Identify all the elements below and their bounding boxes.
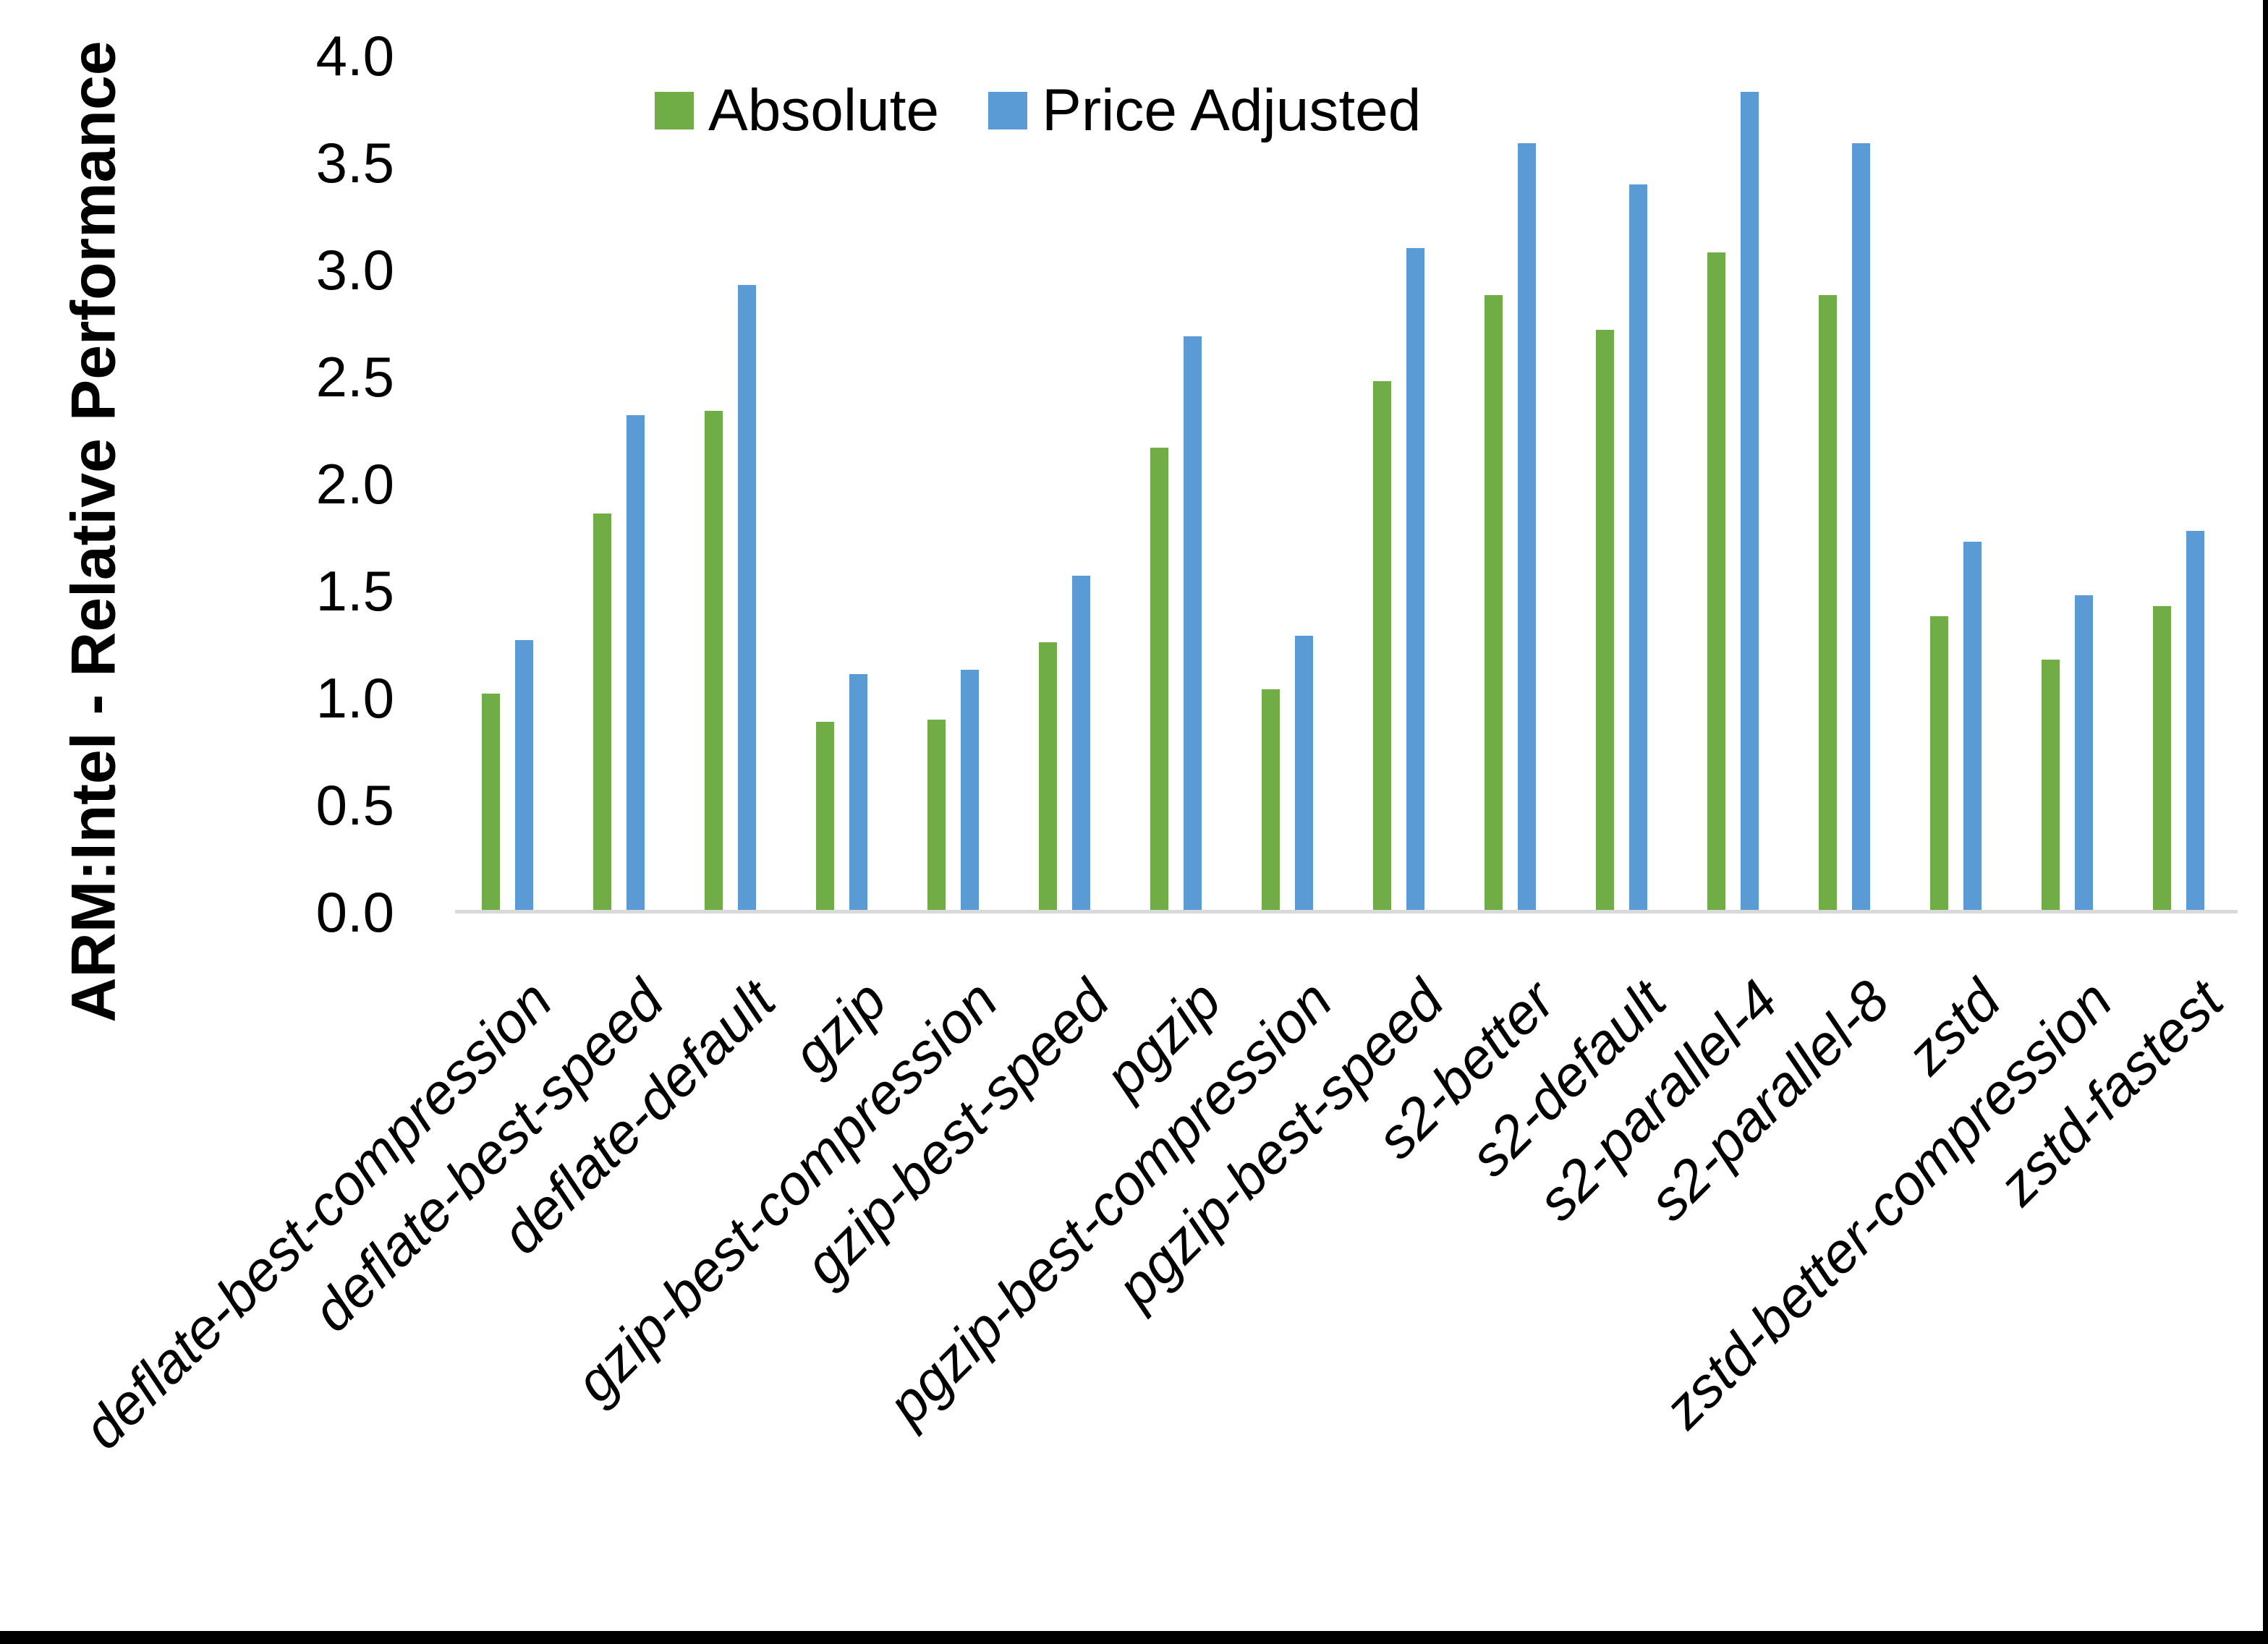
bar-price-adjusted-s2-default — [1629, 184, 1647, 910]
right-border — [2263, 0, 2268, 1644]
bar-absolute-pgzip-best-speed — [1373, 381, 1391, 910]
bar-absolute-gzip — [816, 722, 834, 910]
legend-item-price-adjusted: Price Adjusted — [988, 81, 1421, 140]
legend-swatch-icon — [655, 92, 694, 129]
y-tick-label: 0.5 — [315, 773, 394, 837]
y-tick-label: 0.0 — [315, 880, 394, 944]
bar-absolute-zstd-better-compression — [2042, 660, 2060, 910]
bar-absolute-deflate-best-speed — [593, 514, 611, 910]
bar-price-adjusted-gzip-best-speed — [1072, 576, 1090, 910]
bar-absolute-deflate-default — [705, 411, 723, 910]
bottom-border — [0, 1631, 2268, 1644]
bar-price-adjusted-deflate-best-speed — [627, 415, 645, 910]
bar-absolute-s2-parallel-4 — [1707, 252, 1725, 910]
bar-absolute-pgzip-best-compression — [1262, 689, 1280, 910]
bar-price-adjusted-deflate-default — [738, 285, 756, 910]
bar-price-adjusted-deflate-best-compression — [515, 640, 533, 910]
bar-price-adjusted-zstd-fastest — [2186, 531, 2204, 910]
legend-label: Price Adjusted — [1042, 77, 1422, 143]
y-tick-label: 1.0 — [315, 666, 394, 730]
x-category-label: deflate-best-compression — [71, 968, 564, 1461]
legend-label: Absolute — [708, 77, 940, 143]
bar-absolute-s2-parallel-8 — [1819, 295, 1837, 910]
bar-price-adjusted-s2-parallel-4 — [1741, 92, 1759, 910]
bar-price-adjusted-zstd — [1963, 542, 1982, 910]
bar-absolute-deflate-best-compression — [482, 694, 500, 910]
bar-price-adjusted-gzip-best-compression — [961, 670, 979, 910]
bar-absolute-s2-better — [1485, 295, 1503, 910]
y-tick-label: 4.0 — [315, 24, 394, 88]
y-tick-label: 3.5 — [315, 131, 394, 195]
bar-absolute-s2-default — [1596, 330, 1614, 910]
legend-swatch-icon — [988, 92, 1028, 129]
y-tick-label: 1.5 — [315, 559, 394, 623]
bar-absolute-pgzip — [1150, 448, 1168, 910]
legend-item-absolute: Absolute — [655, 81, 939, 140]
bar-price-adjusted-pgzip — [1184, 336, 1202, 910]
legend: Absolute Price Adjusted — [655, 81, 1470, 140]
bar-absolute-zstd — [1930, 616, 1948, 910]
y-tick-label: 2.0 — [315, 452, 394, 516]
bar-price-adjusted-pgzip-best-speed — [1406, 248, 1424, 910]
bar-absolute-zstd-fastest — [2153, 606, 2171, 910]
bar-absolute-gzip-best-speed — [1039, 642, 1057, 910]
bar-absolute-gzip-best-compression — [927, 720, 946, 910]
bar-price-adjusted-s2-better — [1518, 143, 1536, 910]
bar-price-adjusted-zstd-better-compression — [2075, 595, 2093, 910]
x-axis-line — [455, 910, 2238, 913]
y-tick-label: 3.0 — [315, 238, 394, 302]
y-tick-label: 2.5 — [315, 345, 394, 409]
bar-price-adjusted-pgzip-best-compression — [1295, 636, 1313, 910]
bar-price-adjusted-gzip — [849, 674, 867, 910]
bar-price-adjusted-s2-parallel-8 — [1852, 143, 1870, 910]
